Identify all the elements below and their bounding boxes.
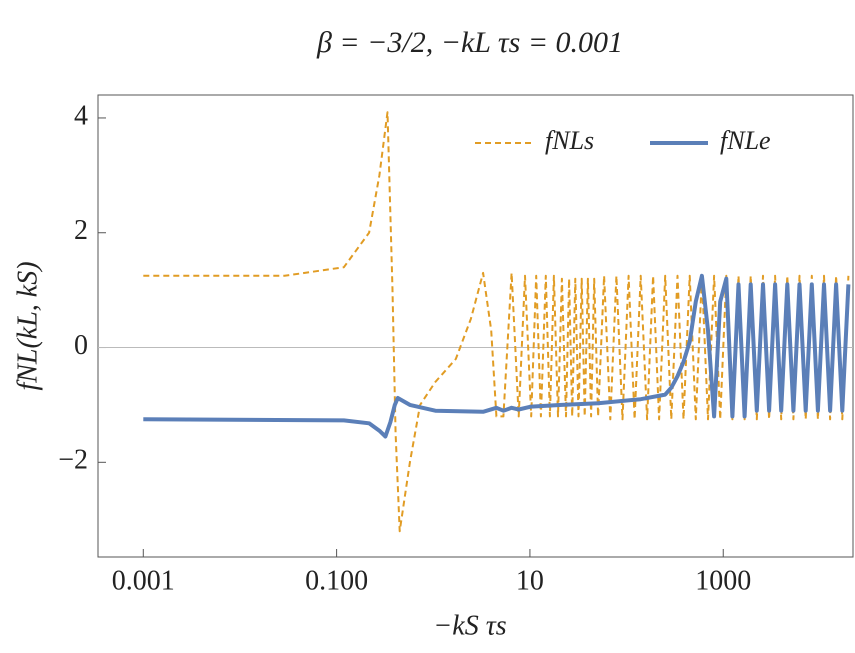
plot-frame [97, 94, 854, 558]
series-line [143, 111, 850, 533]
chart-title: β = −3/2, −kL τs = 0.001 [316, 26, 623, 59]
y-tick-label: 4 [74, 100, 88, 131]
series-line [143, 273, 851, 439]
x-tick-label: 1000 [695, 565, 751, 596]
y-tick-label: 0 [74, 330, 88, 361]
x-tick-label: 10 [516, 565, 544, 596]
x-tick-label: 0.100 [305, 565, 368, 596]
legend-label: fNLe [720, 126, 771, 155]
x-axis-label: −kS τs [433, 610, 506, 641]
x-tick-label: 0.001 [112, 565, 175, 596]
y-axis-label: fNL(kL, kS) [12, 261, 43, 390]
y-tick-label: −2 [58, 445, 88, 476]
y-tick-label: 2 [74, 215, 88, 246]
legend-label: fNLs [545, 126, 594, 155]
